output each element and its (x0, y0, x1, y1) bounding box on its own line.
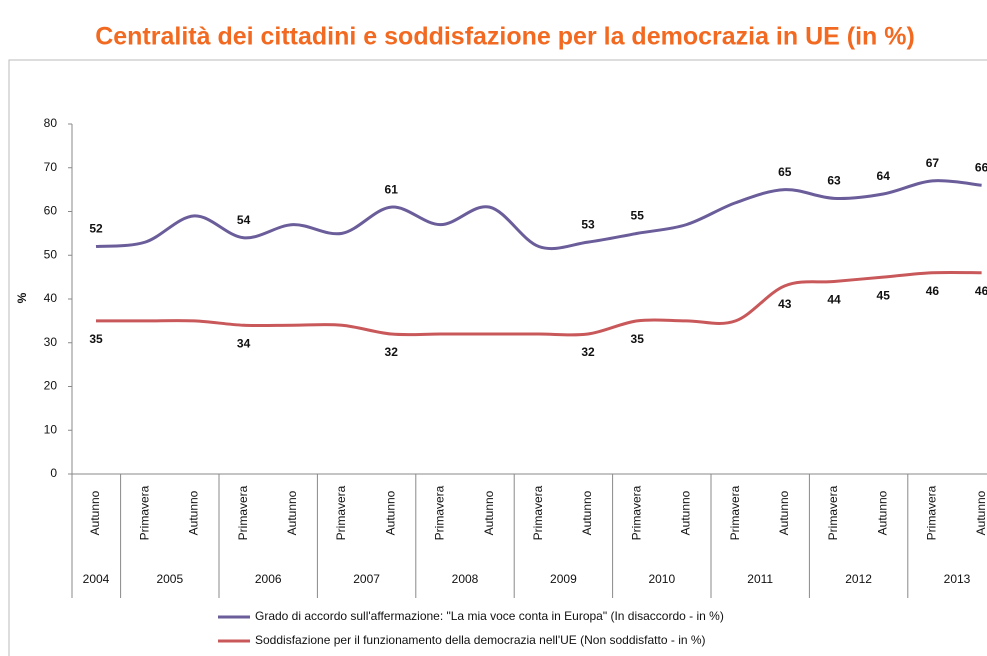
frame (8, 59, 987, 656)
data-label: 46 (975, 284, 987, 298)
y-tick-label: 10 (44, 422, 58, 436)
chart-title: Centralità dei cittadini e soddisfazione… (95, 23, 915, 51)
year-label: 2008 (452, 572, 479, 586)
x-tick-label: Autunno (88, 490, 102, 535)
year-label: 2009 (550, 572, 577, 586)
x-tick-label: Autunno (383, 490, 397, 535)
data-label: 34 (237, 336, 251, 350)
data-label: 35 (631, 332, 645, 346)
data-label: 63 (827, 174, 841, 188)
x-tick-label: Autunno (875, 490, 889, 535)
legend-label: Grado di accordo sull'affermazione: "La … (255, 609, 724, 623)
x-tick-label: Primavera (728, 485, 742, 540)
x-tick-label: Primavera (137, 485, 151, 540)
data-label: 52 (89, 222, 103, 236)
data-label: 64 (877, 169, 891, 183)
data-label: 43 (778, 297, 792, 311)
x-tick-label: Primavera (334, 485, 348, 540)
x-tick-label: Autunno (580, 490, 594, 535)
data-label: 66 (975, 160, 987, 174)
year-label: 2004 (83, 572, 110, 586)
legend-label: Soddisfazione per il funzionamento della… (255, 633, 706, 647)
data-label: 61 (385, 182, 399, 196)
data-label: 65 (778, 165, 792, 179)
data-label: 32 (581, 345, 595, 359)
x-tick-label: Primavera (236, 485, 250, 540)
year-label: 2011 (747, 572, 773, 586)
data-line (96, 270, 982, 337)
x-tick-label: Primavera (925, 485, 939, 540)
x-tick-label: Autunno (285, 490, 299, 535)
year-label: 2012 (845, 572, 872, 586)
y-tick-label: 0 (50, 466, 57, 480)
x-tick-label: Autunno (482, 490, 496, 535)
year-label: 2007 (353, 572, 380, 586)
data-label: 53 (581, 217, 595, 231)
x-tick-label: Primavera (629, 485, 643, 540)
x-tick-label: Primavera (433, 485, 447, 540)
data-label: 45 (877, 288, 891, 302)
data-label: 35 (89, 332, 103, 346)
data-label: 32 (385, 345, 399, 359)
data-label: 46 (926, 284, 940, 298)
year-label: 2005 (156, 572, 183, 586)
y-tick-label: 40 (44, 291, 58, 305)
x-tick-label: Autunno (679, 490, 693, 535)
x-tick-label: Autunno (777, 490, 791, 535)
y-tick-label: 30 (44, 335, 58, 349)
y-tick-label: 20 (44, 379, 58, 393)
y-tick-label: 80 (44, 116, 58, 130)
x-tick-label: Autunno (187, 490, 201, 535)
data-label: 54 (237, 213, 251, 227)
x-tick-label: Primavera (531, 485, 545, 540)
x-tick-label: Primavera (826, 485, 840, 540)
data-label: 44 (827, 293, 841, 307)
year-label: 2013 (944, 572, 971, 586)
data-label: 67 (926, 156, 940, 170)
y-axis-label: % (15, 292, 29, 303)
year-label: 2006 (255, 572, 282, 586)
data-line (95, 179, 982, 251)
y-tick-label: 70 (44, 160, 58, 174)
x-tick-label: Autunno (974, 490, 987, 535)
year-label: 2010 (648, 572, 675, 586)
y-tick-label: 50 (44, 247, 58, 261)
data-label: 55 (631, 209, 645, 223)
y-tick-label: 60 (44, 204, 58, 218)
